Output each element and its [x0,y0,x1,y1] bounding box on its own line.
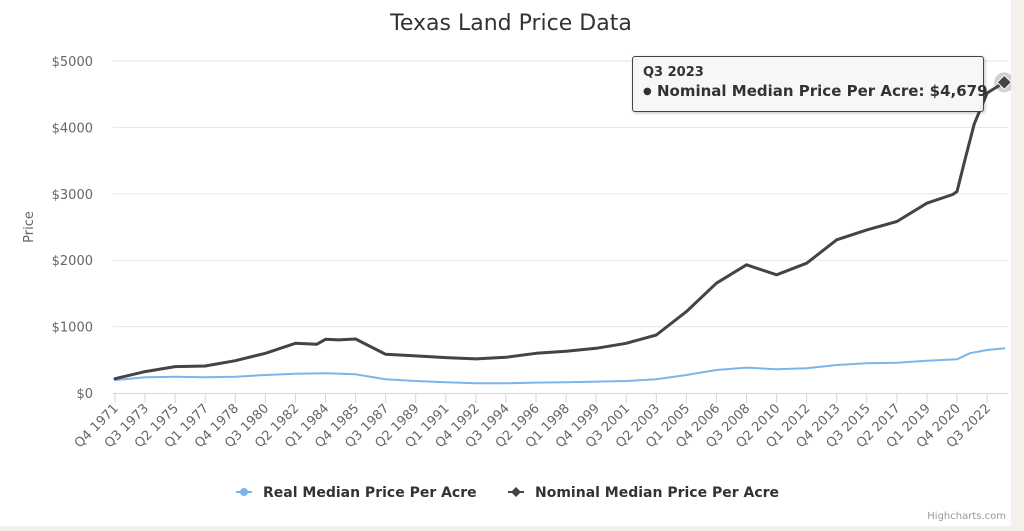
y-tick-label: $0 [76,387,93,402]
diamond-marker-icon [511,487,521,497]
hovered-point-diamond [996,74,1011,91]
legend-label-nominal: Nominal Median Price Per Acre [535,485,779,501]
y-axis-labels: $0 $1000 $2000 $3000 $4000 $5000 [52,55,93,402]
legend-item-real[interactable]: Real Median Price Per Acre [236,485,477,501]
y-tick-label: $2000 [52,254,93,269]
chart-container: Texas Land Price Data Price $0 $1000 $2000… [0,0,1011,526]
tooltip-title: Q3 2023 [643,65,704,80]
tooltip-text: Nominal Median Price Per Acre: $4,679 [656,82,988,100]
credits-link[interactable]: Highcharts.com [927,511,1006,522]
series-group [113,72,1011,385]
legend: Real Median Price Per Acre Nominal Media… [236,485,779,501]
bullet-icon: ● [643,86,652,97]
nominal-series-line [113,80,1006,381]
legend-label-real: Real Median Price Per Acre [263,485,477,501]
tooltip-value: ● Nominal Median Price Per Acre: $4,679 [643,82,988,100]
chart-title: Texas Land Price Data [389,11,632,36]
y-tick-label: $3000 [52,188,93,203]
line-chart: Texas Land Price Data Price $0 $1000 $2000… [22,11,1011,522]
y-axis-title: Price [22,211,37,243]
real-series-line [114,347,1006,385]
tooltip: Q3 2023 ● Nominal Median Price Per Acre:… [632,56,988,112]
y-tick-label: $1000 [52,321,93,336]
y-tick-label: $4000 [52,121,93,136]
circle-marker-icon [240,488,248,496]
grid-lines [113,60,1009,328]
legend-item-nominal[interactable]: Nominal Median Price Per Acre [508,485,779,501]
y-tick-label: $5000 [52,55,93,70]
